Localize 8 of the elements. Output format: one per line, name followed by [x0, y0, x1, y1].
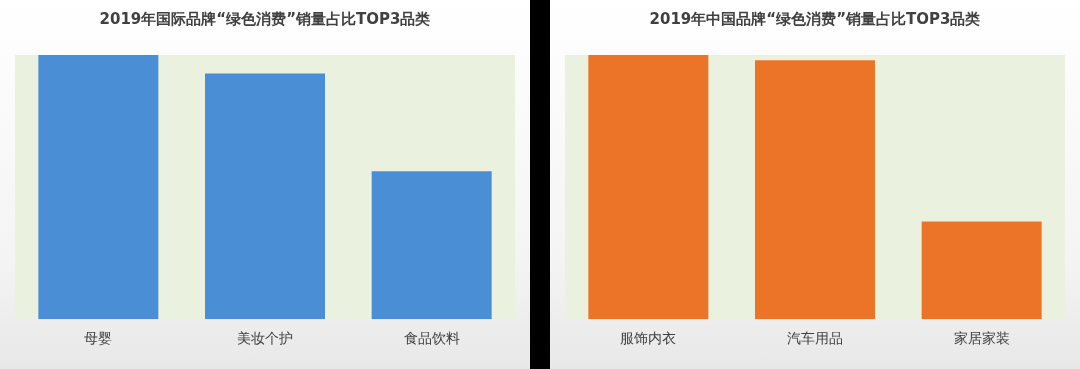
x-tick-label: 美妆个护 [237, 330, 293, 347]
x-tick-label: 汽车用品 [787, 330, 843, 347]
x-tick-label: 母婴 [84, 330, 113, 347]
x-tick-label: 食品饮料 [403, 330, 460, 347]
chart-title: 2019年中国品牌“绿色消费”销量占比TOP3品类 [648, 10, 982, 29]
chart-title: 2019年国际品牌“绿色消费”销量占比TOP3品类 [98, 10, 432, 29]
x-tick-label: 服饰内衣 [620, 330, 677, 347]
x-tick-label: 家居家装 [953, 330, 1010, 347]
